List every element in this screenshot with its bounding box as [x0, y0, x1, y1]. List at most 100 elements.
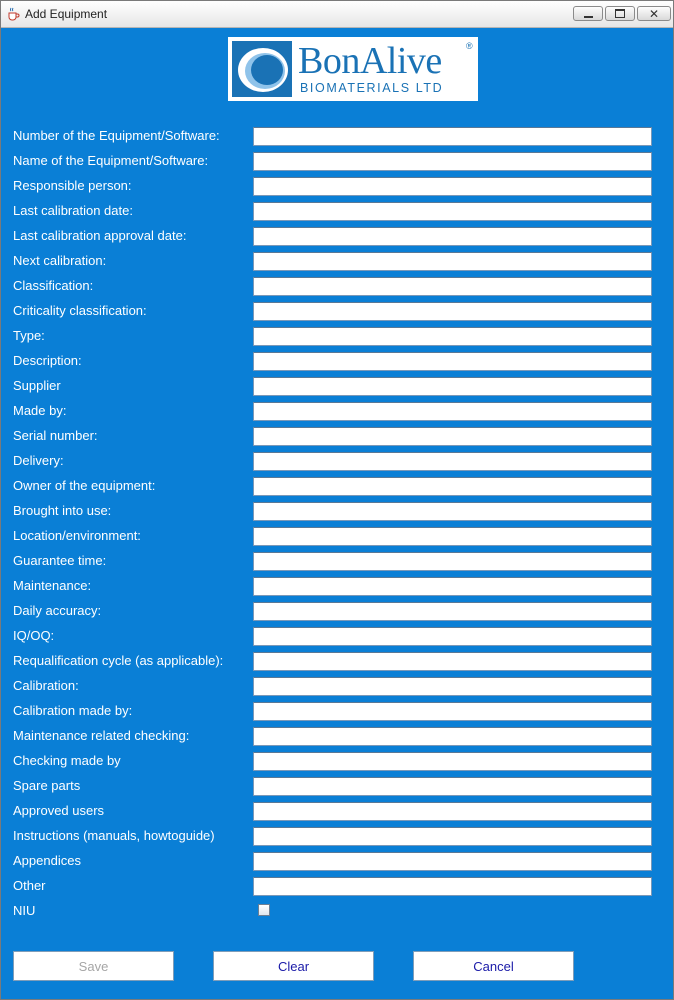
form-row: Other — [4, 877, 671, 900]
field-label: Type: — [13, 328, 45, 343]
field-label: Other — [13, 878, 46, 893]
field-input[interactable] — [253, 377, 652, 396]
field-label: Serial number: — [13, 428, 98, 443]
java-cup-icon — [8, 7, 20, 21]
field-input[interactable] — [253, 152, 652, 171]
field-label: Last calibration approval date: — [13, 228, 187, 243]
form-row: Classification: — [4, 277, 671, 300]
form-row: Made by: — [4, 402, 671, 425]
save-button[interactable]: Save — [13, 951, 174, 981]
field-label: Guarantee time: — [13, 553, 107, 568]
form-row: Description: — [4, 352, 671, 375]
bonalive-logo: BonAlive ® BIOMATERIALS LTD — [228, 37, 478, 101]
form-row: Last calibration approval date: — [4, 227, 671, 250]
field-input[interactable] — [253, 552, 652, 571]
niu-checkbox[interactable] — [258, 904, 270, 916]
field-input[interactable] — [253, 852, 652, 871]
field-label: Responsible person: — [13, 178, 132, 193]
field-label: Description: — [13, 353, 82, 368]
field-input[interactable] — [253, 227, 652, 246]
form-row: Type: — [4, 327, 671, 350]
field-input[interactable] — [253, 202, 652, 221]
field-input[interactable] — [253, 127, 652, 146]
maximize-button[interactable] — [605, 6, 635, 21]
cancel-button[interactable]: Cancel — [413, 951, 574, 981]
field-label: Delivery: — [13, 453, 64, 468]
field-input[interactable] — [253, 427, 652, 446]
field-label: Brought into use: — [13, 503, 112, 518]
form-row: Requalification cycle (as applicable): — [4, 652, 671, 675]
field-input[interactable] — [253, 627, 652, 646]
field-label: Supplier — [13, 378, 61, 393]
form-row: Appendices — [4, 852, 671, 875]
field-input[interactable] — [253, 527, 652, 546]
close-button[interactable]: ✕ — [637, 6, 671, 21]
form-row: Number of the Equipment/Software: — [4, 127, 671, 150]
field-input[interactable] — [253, 702, 652, 721]
field-label: Maintenance: — [13, 578, 92, 593]
field-input[interactable] — [253, 402, 652, 421]
logo-mark-icon — [232, 41, 292, 97]
form-row: Instructions (manuals, howtoguide) — [4, 827, 671, 850]
field-label: Criticality classification: — [13, 303, 147, 318]
window-title: Add Equipment — [25, 7, 108, 21]
field-input[interactable] — [253, 577, 652, 596]
field-label: Requalification cycle (as applicable): — [13, 653, 224, 668]
niu-label: NIU — [13, 903, 36, 918]
form-row: Criticality classification: — [4, 302, 671, 325]
logo-subtitle: BIOMATERIALS LTD — [300, 81, 444, 95]
form-row: Maintenance related checking: — [4, 727, 671, 750]
field-input[interactable] — [253, 777, 652, 796]
field-input[interactable] — [253, 602, 652, 621]
field-label: Location/environment: — [13, 528, 141, 543]
form-row: IQ/OQ: — [4, 627, 671, 650]
field-input[interactable] — [253, 452, 652, 471]
field-label: Name of the Equipment/Software: — [13, 153, 209, 168]
title-bar[interactable]: Add Equipment ✕ — [1, 1, 673, 28]
field-input[interactable] — [253, 177, 652, 196]
field-input[interactable] — [253, 327, 652, 346]
form-row: Checking made by — [4, 752, 671, 775]
field-input[interactable] — [253, 802, 652, 821]
form-row: Delivery: — [4, 452, 671, 475]
form-row: Supplier — [4, 377, 671, 400]
minimize-icon — [583, 15, 593, 18]
close-icon: ✕ — [648, 6, 660, 21]
form-row: Last calibration date: — [4, 202, 671, 225]
field-input[interactable] — [253, 252, 652, 271]
form-row: Calibration made by: — [4, 702, 671, 725]
form-row: Responsible person: — [4, 177, 671, 200]
field-label: Appendices — [13, 853, 81, 868]
form-row: Name of the Equipment/Software: — [4, 152, 671, 175]
form-row: Owner of the equipment: — [4, 477, 671, 500]
field-label: Classification: — [13, 278, 94, 293]
form-panel: BonAlive ® BIOMATERIALS LTD Number of th… — [4, 28, 671, 996]
field-input[interactable] — [253, 677, 652, 696]
form-row: Maintenance: — [4, 577, 671, 600]
field-label: Number of the Equipment/Software: — [13, 128, 220, 143]
field-label: Next calibration: — [13, 253, 107, 268]
form-row: Daily accuracy: — [4, 602, 671, 625]
field-input[interactable] — [253, 652, 652, 671]
field-input[interactable] — [253, 477, 652, 496]
clear-button[interactable]: Clear — [213, 951, 374, 981]
field-label: Calibration: — [13, 678, 79, 693]
field-input[interactable] — [253, 352, 652, 371]
form-row: Guarantee time: — [4, 552, 671, 575]
field-input[interactable] — [253, 277, 652, 296]
field-label: Maintenance related checking: — [13, 728, 190, 743]
field-input[interactable] — [253, 727, 652, 746]
minimize-button[interactable] — [573, 6, 603, 21]
field-input[interactable] — [253, 302, 652, 321]
field-label: Daily accuracy: — [13, 603, 102, 618]
field-input[interactable] — [253, 827, 652, 846]
field-input[interactable] — [253, 502, 652, 521]
field-label: Spare parts — [13, 778, 81, 793]
field-label: Instructions (manuals, howtoguide) — [13, 828, 215, 843]
form-row: Spare parts — [4, 777, 671, 800]
field-input[interactable] — [253, 877, 652, 896]
form-row: Approved users — [4, 802, 671, 825]
field-input[interactable] — [253, 752, 652, 771]
field-label: Approved users — [13, 803, 105, 818]
